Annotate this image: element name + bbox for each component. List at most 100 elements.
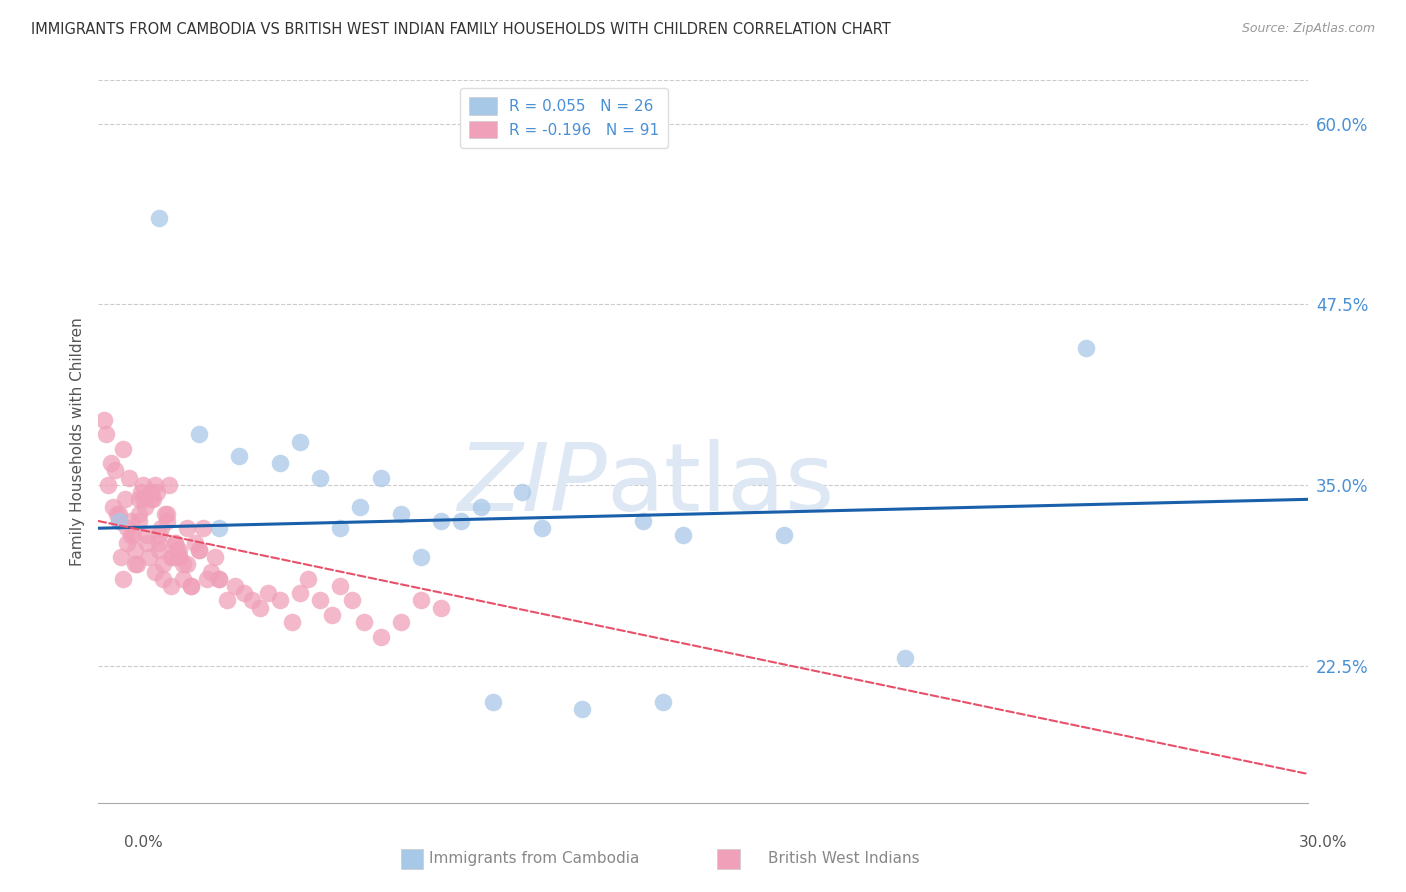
Point [162, 550, 184, 565]
Point [329, 579, 352, 593]
Point [297, 572, 319, 586]
Point [430, 514, 453, 528]
Point [256, 586, 278, 600]
Point [281, 615, 304, 630]
Y-axis label: Family Households with Children: Family Households with Children [69, 318, 84, 566]
Point [115, 535, 138, 549]
Point [152, 558, 174, 572]
Text: Immigrants from Cambodia: Immigrants from Cambodia [429, 851, 640, 865]
Point [269, 593, 291, 607]
Point [138, 550, 160, 565]
Point [115, 521, 138, 535]
Point [188, 427, 211, 442]
Point [139, 485, 162, 500]
Legend: R = 0.055   N = 26, R = -0.196   N = 91: R = 0.055 N = 26, R = -0.196 N = 91 [460, 88, 668, 148]
Point [353, 615, 375, 630]
Point [167, 550, 190, 565]
Text: Source: ZipAtlas.com: Source: ZipAtlas.com [1241, 22, 1375, 36]
Point [163, 535, 186, 549]
Point [152, 572, 174, 586]
Point [156, 514, 179, 528]
Point [142, 492, 165, 507]
Point [188, 542, 211, 557]
Point [510, 485, 533, 500]
Point [93, 413, 115, 427]
Point [180, 579, 202, 593]
Point [450, 514, 472, 528]
Point [208, 572, 231, 586]
Point [135, 528, 157, 542]
Point [188, 542, 211, 557]
Point [132, 492, 155, 507]
Point [470, 500, 492, 514]
Point [111, 442, 134, 456]
Text: IMMIGRANTS FROM CAMBODIA VS BRITISH WEST INDIAN FAMILY HOUSEHOLDS WITH CHILDREN : IMMIGRANTS FROM CAMBODIA VS BRITISH WEST… [31, 22, 890, 37]
Point [240, 593, 263, 607]
Point [125, 558, 148, 572]
Point [193, 521, 215, 535]
Point [269, 456, 291, 470]
Point [232, 586, 254, 600]
Point [143, 478, 166, 492]
Point [148, 528, 170, 542]
Point [156, 507, 179, 521]
Point [172, 558, 194, 572]
Point [100, 456, 122, 470]
Point [97, 478, 120, 492]
Point [217, 593, 239, 607]
Point [321, 607, 343, 622]
Point [288, 434, 311, 449]
Point [249, 600, 271, 615]
Text: ZIP: ZIP [457, 440, 606, 531]
Point [1074, 341, 1097, 355]
Point [184, 535, 207, 549]
Point [530, 521, 553, 535]
Point [409, 550, 432, 565]
Point [389, 615, 412, 630]
Point [651, 695, 673, 709]
Point [153, 507, 176, 521]
Point [160, 550, 183, 565]
Point [118, 470, 141, 484]
Point [163, 535, 186, 549]
Point [146, 485, 169, 500]
Point [309, 593, 332, 607]
Point [148, 211, 170, 225]
Point [129, 485, 152, 500]
Point [409, 593, 432, 607]
Point [143, 565, 166, 579]
Point [389, 507, 412, 521]
Point [157, 478, 180, 492]
Point [571, 702, 593, 716]
Point [135, 535, 157, 549]
Point [200, 565, 222, 579]
Point [180, 579, 202, 593]
Point [120, 528, 142, 542]
Point [120, 514, 142, 528]
Point [672, 528, 695, 542]
Point [176, 558, 198, 572]
Point [128, 492, 150, 507]
Point [111, 572, 134, 586]
Text: atlas: atlas [606, 439, 835, 531]
Text: British West Indians: British West Indians [768, 851, 920, 865]
Point [482, 695, 505, 709]
Point [228, 449, 250, 463]
Point [124, 542, 146, 557]
Point [139, 492, 162, 507]
Point [107, 507, 129, 521]
Point [105, 507, 128, 521]
Point [208, 572, 231, 586]
Point [103, 463, 125, 477]
Point [107, 514, 129, 528]
Point [149, 521, 172, 535]
Point [166, 542, 188, 557]
Point [342, 593, 364, 607]
Point [101, 500, 124, 514]
Point [148, 542, 170, 557]
Point [124, 558, 146, 572]
Point [224, 579, 246, 593]
Point [110, 550, 132, 565]
Point [370, 630, 392, 644]
Text: 30.0%: 30.0% [1299, 836, 1347, 850]
